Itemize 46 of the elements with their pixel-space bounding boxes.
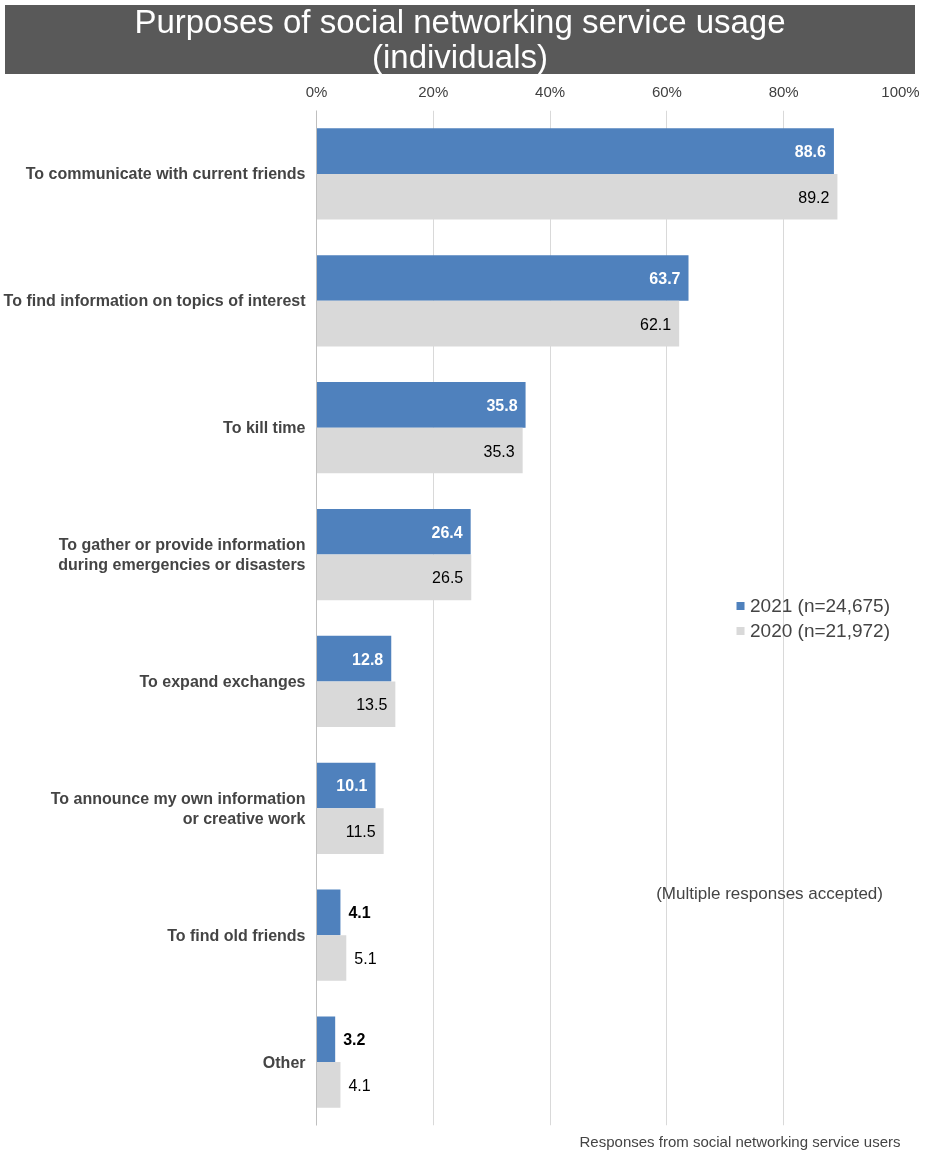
x-tick-label: 60% (651, 82, 682, 100)
chart-title: Purposes of social networking service usage (individuals) (134, 3, 786, 75)
y-tick-label: To announce my own information or creative work (50, 789, 306, 828)
data-label: 4.1 (348, 904, 371, 922)
bar (316, 255, 689, 302)
y-tick-label: To find information on topics of interest (3, 292, 307, 310)
legend-label: 2021 (n=24,675) (750, 594, 890, 617)
text: Responses from social networking service users (579, 1132, 901, 1150)
y-tick-label: To gather or provide information during emergencies or disasters (58, 536, 306, 574)
bar (316, 636, 392, 682)
bar (316, 382, 526, 428)
data-label: 13.5 (356, 696, 388, 714)
data-label: 89.2 (798, 189, 830, 207)
data-label: 26.5 (432, 569, 464, 587)
x-tick-label: 100% (881, 82, 920, 100)
data-label: 26.4 (431, 524, 463, 542)
y-tick-label: To find old friends (167, 926, 306, 944)
data-label: 62.1 (640, 315, 672, 333)
bar (316, 681, 396, 728)
y-tick-label: To expand exchanges (139, 673, 306, 691)
bar (316, 509, 471, 555)
data-label: 5.1 (354, 950, 377, 968)
data-label: 4.1 (348, 1077, 371, 1095)
bar (316, 935, 347, 982)
y-tick-label: To kill time (223, 419, 306, 437)
data-label: 10.1 (336, 777, 368, 795)
x-tick-label: 40% (535, 82, 566, 100)
y-tick-label: To communicate with current friends (25, 165, 306, 183)
data-label: 35.8 (486, 397, 518, 415)
bar (316, 808, 384, 855)
bar (316, 1016, 336, 1063)
data-label: 12.8 (352, 650, 384, 668)
y-tick-label: Other (262, 1053, 306, 1071)
x-tick-label: 0% (305, 82, 328, 100)
x-tick-label: 80% (768, 82, 799, 100)
data-label: 3.2 (343, 1031, 366, 1049)
data-label: 35.3 (483, 442, 515, 460)
data-label: 63.7 (649, 270, 681, 288)
bar (316, 889, 341, 936)
annotation: (Multiple responses accepted) (656, 884, 883, 904)
legend-label: 2020 (n=21,972) (750, 619, 890, 642)
bar (316, 128, 834, 175)
x-tick-label: 20% (418, 82, 449, 100)
bar (316, 1062, 341, 1109)
data-label: 11.5 (345, 823, 376, 841)
data-label: 88.6 (794, 143, 827, 161)
